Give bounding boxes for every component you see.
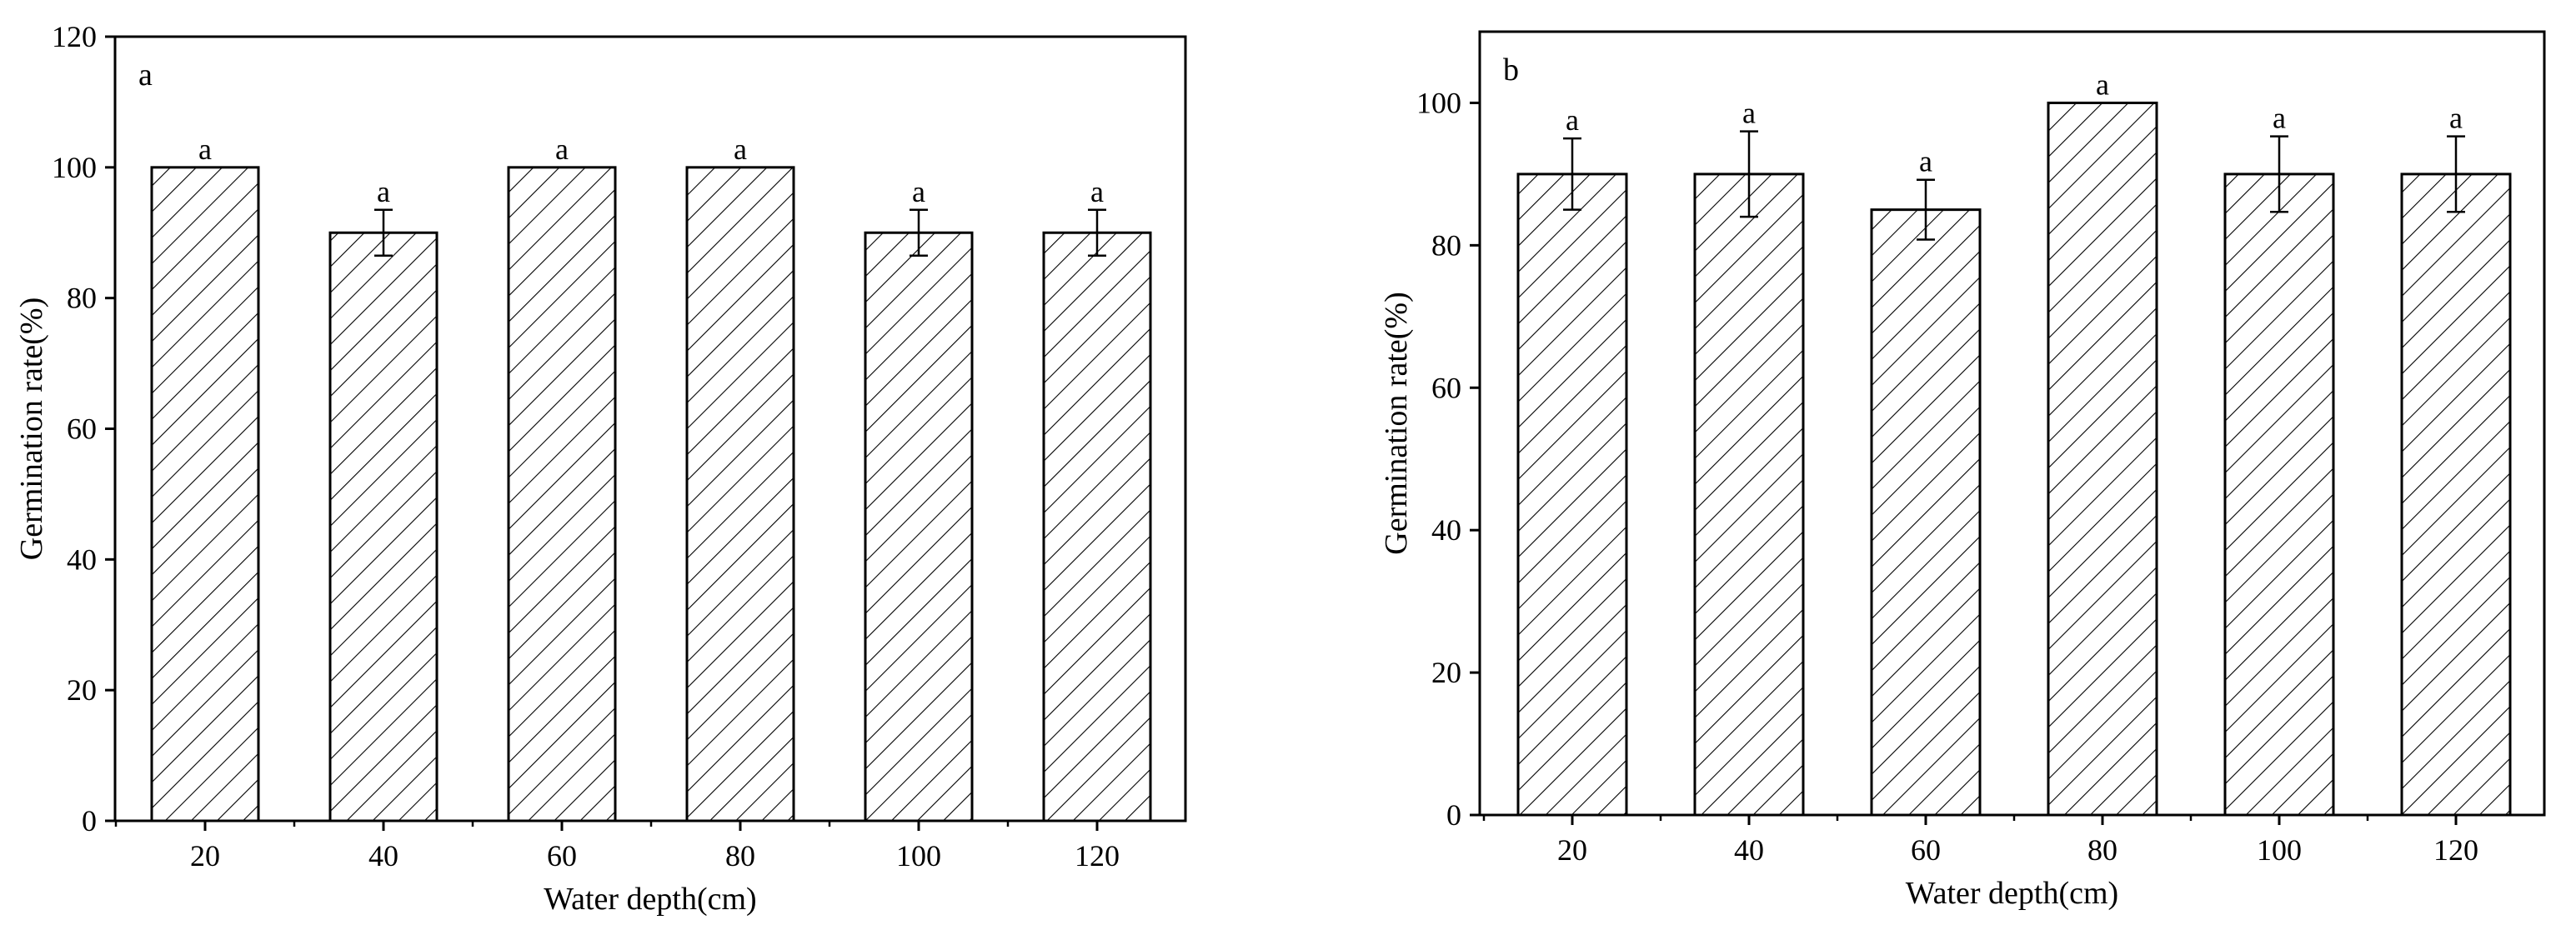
chart-panel-b: a a a a a a 0 20 40 60 80 100 20 40 60 80 100 120 b Wat… [1379, 30, 2546, 911]
y-axis-title: Germination rate(%) [14, 298, 49, 560]
x-axis: 20 40 60 80 100 120 [1482, 815, 2478, 867]
error-bar [1917, 178, 1935, 241]
significance-label: a [1566, 103, 1579, 137]
y-tick-label: 20 [1431, 656, 1461, 689]
significance-label: a [2273, 102, 2286, 135]
error-bar [1563, 137, 1581, 211]
bar [1042, 231, 1152, 822]
significance-label: a [1742, 97, 1756, 130]
x-axis-title: Water depth(cm) [544, 882, 756, 917]
chart-panel-a: a a a a a a 0 20 40 60 80 100 120 20 40 60 80 100 120 a … [14, 20, 1187, 917]
bar [2223, 172, 2335, 817]
error-bar [374, 208, 393, 257]
x-tick-label: 120 [2433, 833, 2478, 867]
y-axis-title: Germination rate(%) [1379, 292, 1414, 554]
significance-label-group: a a a a a a [1566, 68, 2463, 178]
x-tick-label: 100 [896, 839, 941, 872]
plot-frame [113, 35, 1187, 822]
bar [685, 166, 795, 822]
bar [1693, 172, 1805, 817]
significance-label: a [1090, 175, 1104, 208]
error-bar [1740, 130, 1758, 218]
bar [1870, 208, 1982, 817]
bar [507, 166, 617, 822]
significance-label: a [1919, 145, 1932, 178]
y-tick-label: 80 [67, 282, 97, 315]
significance-label: a [198, 132, 212, 166]
x-tick-label: 20 [1557, 833, 1587, 867]
error-bar-group [374, 208, 1106, 257]
x-tick-label: 80 [725, 839, 755, 872]
x-tick-label: 100 [2257, 833, 2302, 867]
y-tick-label: 20 [67, 673, 97, 707]
x-tick-label: 60 [1911, 833, 1941, 867]
error-bar-group [1563, 130, 2465, 241]
y-tick-label: 100 [52, 151, 97, 184]
x-axis: 20 40 60 80 100 120 [114, 821, 1120, 872]
x-tick-label: 40 [1734, 833, 1764, 867]
bar [150, 166, 260, 822]
panel-label: b [1503, 52, 1519, 88]
panel-label: a [138, 58, 153, 92]
y-tick-label: 0 [1446, 798, 1461, 832]
significance-label: a [734, 132, 747, 166]
x-tick-label: 80 [2087, 833, 2117, 867]
error-bar [910, 208, 928, 257]
y-tick-label: 40 [67, 542, 97, 576]
bar [1516, 172, 1628, 817]
significance-label: a [377, 175, 390, 208]
bar-group [150, 166, 1152, 822]
y-tick-label: 60 [67, 412, 97, 446]
bar [2400, 172, 2512, 817]
y-tick-label: 100 [1416, 86, 1461, 119]
bar [864, 231, 974, 822]
bar-group [1516, 101, 2512, 817]
significance-label: a [555, 132, 569, 166]
bar [2047, 101, 2158, 817]
y-tick-label: 120 [52, 20, 97, 53]
plot-frame [1478, 30, 2546, 817]
x-axis-title: Water depth(cm) [1906, 876, 2118, 911]
y-axis: 0 20 40 60 80 100 120 [52, 20, 115, 838]
y-tick-label: 40 [1431, 513, 1461, 547]
x-tick-label: 120 [1075, 839, 1120, 872]
significance-label-group: a a a a a a [198, 132, 1104, 208]
error-bar [1088, 208, 1106, 257]
x-tick-label: 60 [547, 839, 577, 872]
x-tick-label: 20 [190, 839, 220, 872]
y-axis: 0 20 40 60 80 100 [1416, 86, 1480, 832]
bar [328, 231, 439, 822]
x-tick-label: 40 [368, 839, 398, 872]
significance-label: a [912, 175, 925, 208]
y-tick-label: 80 [1431, 228, 1461, 262]
significance-label: a [2096, 68, 2109, 101]
error-bar [2270, 135, 2288, 213]
y-tick-label: 0 [82, 804, 97, 838]
error-bar [2447, 135, 2465, 213]
significance-label: a [2449, 102, 2463, 135]
y-tick-label: 60 [1431, 371, 1461, 404]
